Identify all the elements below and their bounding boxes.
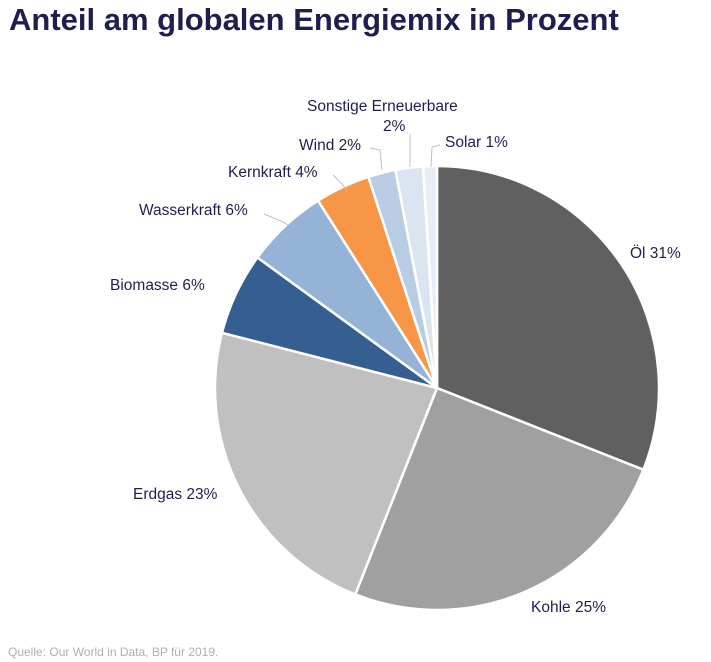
slice-label: Kohle 25% bbox=[531, 599, 606, 616]
slice-label: Erdgas 23% bbox=[133, 486, 218, 503]
pie-slice-erdgas bbox=[213, 331, 439, 596]
leader-line bbox=[430, 144, 441, 168]
pie-slice-solar bbox=[421, 164, 439, 390]
leader-line bbox=[263, 213, 289, 226]
source-note: Quelle: Our World in Data, BP für 2019. bbox=[8, 645, 219, 659]
slice-label: Biomasse 6% bbox=[110, 277, 205, 294]
leader-line bbox=[332, 174, 349, 194]
slice-label: Kernkraft 4% bbox=[228, 164, 318, 181]
slice-label: 2% bbox=[383, 118, 406, 135]
chart-title: Anteil am globalen Energiemix in Prozent bbox=[9, 2, 619, 37]
pie-slice-kohle bbox=[354, 386, 645, 612]
leader-line bbox=[369, 147, 383, 171]
slice-label: Wasserkraft 6% bbox=[139, 202, 248, 219]
slice-label: Wind 2% bbox=[299, 137, 361, 154]
slice-label: Solar 1% bbox=[445, 134, 508, 151]
slice-label: Sonstige Erneuerbare bbox=[307, 98, 458, 115]
slice-label: Öl 31% bbox=[630, 244, 681, 262]
pie-slice-öl bbox=[435, 164, 661, 471]
